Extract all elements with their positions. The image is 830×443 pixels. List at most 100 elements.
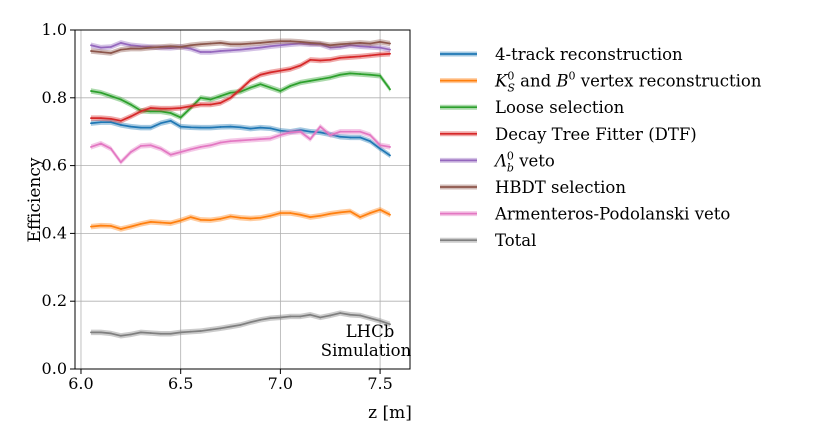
lhcb-label: LHCb: [346, 322, 395, 341]
legend-label: K0 S and B0 vertex reconstruction: [494, 70, 762, 95]
data-point: [219, 95, 222, 98]
data-point: [90, 146, 92, 148]
data-point: [309, 216, 312, 219]
data-point: [159, 110, 162, 113]
data-point: [369, 134, 372, 136]
data-point: [199, 330, 202, 332]
data-point: [289, 315, 292, 318]
data-point: [279, 44, 282, 47]
data-point: [249, 79, 252, 82]
legend-label: Armenteros-Podolanski veto: [494, 205, 730, 224]
data-point: [129, 115, 132, 118]
data-point: [139, 110, 142, 113]
data-point: [100, 51, 102, 53]
data-point: [229, 325, 232, 328]
legend: 4-track reconstruction K0 S and B0 vertex …: [440, 45, 762, 250]
data-point: [319, 59, 322, 62]
data-point: [389, 154, 391, 157]
data-point: [359, 136, 362, 139]
data-point: [299, 213, 302, 216]
y-tick-label: 1.0: [42, 20, 67, 39]
data-point: [369, 42, 372, 45]
data-point: [359, 45, 362, 48]
data-point: [239, 43, 242, 46]
data-point: [249, 47, 252, 50]
data-point: [90, 44, 92, 47]
legend-entry-6: Armenteros-Podolanski veto: [440, 205, 730, 224]
data-point: [169, 112, 172, 114]
data-point: [269, 40, 272, 43]
data-point: [209, 42, 212, 45]
data-point: [259, 83, 262, 86]
data-point: [149, 332, 152, 334]
data-point: [239, 126, 242, 129]
data-point: [209, 219, 212, 222]
data-point: [139, 331, 142, 334]
data-point: [269, 86, 272, 89]
data-point: [199, 218, 202, 221]
data-point: [389, 52, 391, 55]
series-layer: [90, 38, 391, 339]
data-point: [249, 42, 252, 45]
data-point: [229, 43, 232, 46]
data-point: [219, 327, 222, 330]
data-point: [90, 331, 92, 334]
data-point: [259, 126, 262, 129]
data-point: [219, 126, 222, 128]
data-point: [299, 315, 302, 318]
data-point: [269, 317, 272, 320]
data-point: [319, 214, 322, 217]
data-point: [289, 85, 292, 87]
legend-entry-0: 4-track reconstruction: [440, 45, 683, 64]
data-point: [269, 214, 272, 217]
legend-label: Decay Tree Fitter (DTF): [495, 125, 697, 144]
data-point: [389, 323, 391, 326]
data-point: [189, 126, 192, 129]
data-point: [299, 40, 302, 43]
data-point: [100, 91, 102, 94]
legend-entry-3: Decay Tree Fitter (DTF): [440, 125, 697, 144]
data-point: [179, 151, 182, 153]
data-point: [369, 140, 372, 143]
data-point: [249, 321, 252, 324]
data-point: [119, 161, 122, 164]
data-point: [229, 215, 232, 218]
data-point: [259, 46, 262, 49]
data-point: [159, 147, 162, 150]
data-point: [149, 144, 152, 147]
data-point: [129, 47, 132, 50]
data-point: [349, 130, 352, 133]
data-point: [129, 44, 132, 47]
data-point: [369, 317, 372, 320]
data-point: [219, 101, 222, 104]
y-tick-label: 0.2: [42, 291, 67, 310]
data-point: [329, 46, 332, 49]
data-point: [179, 107, 182, 109]
data-point: [289, 68, 292, 70]
data-point: [119, 228, 122, 230]
data-point: [239, 139, 242, 142]
data-point: [379, 74, 381, 77]
data-point: [109, 117, 112, 120]
data-point: [379, 319, 381, 322]
data-point: [129, 333, 132, 336]
data-point: [129, 125, 132, 128]
data-point: [100, 117, 102, 120]
x-axis-label: z [m]: [368, 403, 412, 423]
data-point: [90, 90, 92, 92]
legend-entry-7: Total: [440, 231, 536, 250]
data-point: [100, 142, 102, 145]
data-point: [309, 130, 312, 133]
data-point: [259, 216, 262, 219]
data-point: [269, 71, 272, 74]
data-point: [169, 45, 172, 48]
data-point: [389, 42, 391, 45]
data-point: [109, 225, 112, 227]
data-point: [359, 314, 362, 317]
data-point: [229, 125, 232, 128]
data-point: [349, 42, 352, 45]
data-point: [299, 64, 302, 67]
data-point: [359, 130, 362, 133]
data-point: [359, 216, 362, 219]
data-point: [259, 138, 262, 141]
